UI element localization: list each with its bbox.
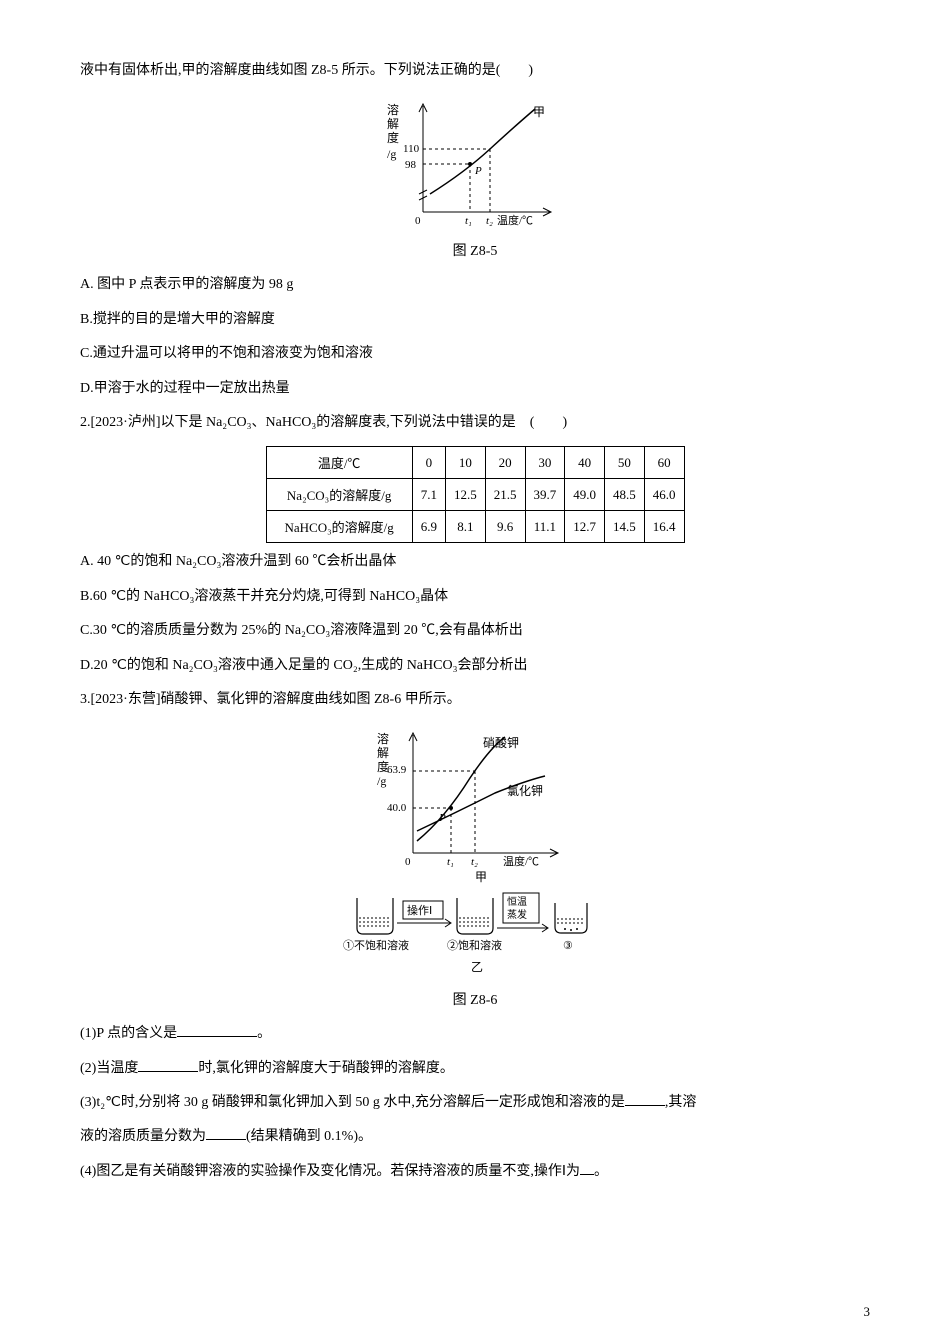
svg-text:0: 0 bbox=[405, 856, 411, 868]
svg-text:110: 110 bbox=[403, 143, 420, 155]
q2-stem: 2.[2023·泸州]以下是 Na₂CO₃、NaHCO₃的溶解度表,下列说法中错… bbox=[80, 412, 870, 434]
q3-1-prefix: (1)P 点的含义是 bbox=[80, 1026, 177, 1041]
svg-text:恒温: 恒温 bbox=[507, 895, 527, 908]
cell: 14.5 bbox=[605, 511, 645, 543]
solubility-chart-1: 溶 解 度 /g 110 98 0 t₁ t₂ 温度/℃ P 甲 bbox=[375, 94, 575, 234]
cell: 21.5 bbox=[485, 479, 525, 511]
svg-text:①不饱和溶液: ①不饱和溶液 bbox=[343, 938, 409, 952]
cell: 46.0 bbox=[644, 479, 684, 511]
q1-option-a: A. 图中 P 点表示甲的溶解度为 98 g bbox=[80, 274, 870, 296]
q1-option-c: C.通过升温可以将甲的不饱和溶液变为饱和溶液 bbox=[80, 343, 870, 365]
th-20: 20 bbox=[485, 447, 525, 479]
svg-text:t₁: t₁ bbox=[447, 856, 454, 868]
q3-2: (2)当温度 时,氯化钾的溶解度大于硝酸钾的溶解度。 bbox=[80, 1058, 870, 1080]
q3-3-mid: ,其溶 bbox=[665, 1095, 697, 1110]
table-header-row: 温度/℃ 0 10 20 30 40 50 60 bbox=[266, 447, 684, 479]
cell: 12.7 bbox=[565, 511, 605, 543]
th-30: 30 bbox=[525, 447, 565, 479]
q2-option-d: D.20 ℃的饱和 Na₂CO₃溶液中通入足量的 CO₂,生成的 NaHCO₃会… bbox=[80, 655, 870, 677]
q3-4-suffix: 。 bbox=[594, 1164, 608, 1179]
page-number: 3 bbox=[864, 1304, 871, 1320]
svg-text:/g: /g bbox=[387, 147, 396, 161]
blank-input[interactable] bbox=[625, 1092, 665, 1106]
svg-text:/g: /g bbox=[377, 774, 386, 788]
cell: 49.0 bbox=[565, 479, 605, 511]
blank-input[interactable] bbox=[206, 1126, 246, 1140]
svg-text:解: 解 bbox=[387, 117, 399, 131]
svg-text:氯化钾: 氯化钾 bbox=[507, 784, 543, 798]
svg-text:0: 0 bbox=[415, 215, 421, 227]
figure-1: 溶 解 度 /g 110 98 0 t₁ t₂ 温度/℃ P 甲 bbox=[80, 94, 870, 234]
blank-input[interactable] bbox=[177, 1023, 257, 1037]
q3-2-suffix: 时,氯化钾的溶解度大于硝酸钾的溶解度。 bbox=[198, 1061, 454, 1076]
cell: 48.5 bbox=[605, 479, 645, 511]
table-row: Na₂CO₃的溶解度/g 7.1 12.5 21.5 39.7 49.0 48.… bbox=[266, 479, 684, 511]
q3-4-prefix: (4)图乙是有关硝酸钾溶液的实验操作及变化情况。若保持溶液的质量不变,操作Ⅰ为 bbox=[80, 1164, 580, 1179]
row1-label: Na₂CO₃的溶解度/g bbox=[266, 479, 412, 511]
svg-text:98: 98 bbox=[405, 159, 417, 171]
svg-text:温度/℃: 温度/℃ bbox=[503, 854, 539, 868]
q3-3b-suffix: (结果精确到 0.1%)。 bbox=[246, 1129, 372, 1144]
svg-text:甲: 甲 bbox=[475, 870, 487, 884]
svg-text:t₂: t₂ bbox=[471, 856, 478, 868]
svg-text:②饱和溶液: ②饱和溶液 bbox=[447, 938, 502, 952]
cell: 9.6 bbox=[485, 511, 525, 543]
cell: 12.5 bbox=[446, 479, 486, 511]
svg-text:蒸发: 蒸发 bbox=[507, 908, 527, 921]
q3-stem: 3.[2023·东营]硝酸钾、氯化钾的溶解度曲线如图 Z8-6 甲所示。 bbox=[80, 689, 870, 711]
row2-label: NaHCO₃的溶解度/g bbox=[266, 511, 412, 543]
svg-text:温度/℃: 温度/℃ bbox=[497, 213, 533, 227]
cell: 7.1 bbox=[412, 479, 445, 511]
q3-4: (4)图乙是有关硝酸钾溶液的实验操作及变化情况。若保持溶液的质量不变,操作Ⅰ为。 bbox=[80, 1161, 870, 1183]
svg-text:t₂: t₂ bbox=[486, 215, 493, 227]
q3-3b: 液的溶质质量分数为 (结果精确到 0.1%)。 bbox=[80, 1126, 870, 1148]
q2-option-a: A. 40 ℃的饱和 Na₂CO₃溶液升温到 60 ℃会析出晶体 bbox=[80, 551, 870, 573]
cell: 39.7 bbox=[525, 479, 565, 511]
th-40: 40 bbox=[565, 447, 605, 479]
svg-text:63.9: 63.9 bbox=[387, 764, 407, 776]
figure-1-caption: 图 Z8-5 bbox=[80, 240, 870, 260]
intro-line: 液中有固体析出,甲的溶解度曲线如图 Z8-5 所示。下列说法正确的是( ) bbox=[80, 60, 870, 82]
svg-text:甲: 甲 bbox=[533, 105, 545, 119]
th-60: 60 bbox=[644, 447, 684, 479]
solubility-chart-2: 溶 解 度 /g 63.9 40.0 0 t₁ t₂ 温度/℃ P 硝酸钾 氯化… bbox=[335, 723, 615, 983]
svg-text:t₁: t₁ bbox=[465, 215, 472, 227]
q1-option-d: D.甲溶于水的过程中一定放出热量 bbox=[80, 378, 870, 400]
th-10: 10 bbox=[446, 447, 486, 479]
q1-option-b: B.搅拌的目的是增大甲的溶解度 bbox=[80, 309, 870, 331]
solubility-table: 温度/℃ 0 10 20 30 40 50 60 Na₂CO₃的溶解度/g 7.… bbox=[266, 446, 685, 543]
q3-1-suffix: 。 bbox=[257, 1026, 271, 1041]
svg-text:P: P bbox=[474, 165, 482, 177]
figure-2: 溶 解 度 /g 63.9 40.0 0 t₁ t₂ 温度/℃ P 硝酸钾 氯化… bbox=[80, 723, 870, 983]
th-0: 0 bbox=[412, 447, 445, 479]
q3-1: (1)P 点的含义是 。 bbox=[80, 1023, 870, 1045]
figure-2-caption: 图 Z8-6 bbox=[80, 989, 870, 1009]
th-50: 50 bbox=[605, 447, 645, 479]
svg-text:解: 解 bbox=[377, 746, 389, 760]
svg-text:硝酸钾: 硝酸钾 bbox=[483, 735, 519, 750]
q3-3-prefix: (3)t₂℃时,分别将 30 g 硝酸钾和氯化钾加入到 50 g 水中,充分溶解… bbox=[80, 1095, 625, 1110]
q2-option-b: B.60 ℃的 NaHCO₃溶液蒸干并充分灼烧,可得到 NaHCO₃晶体 bbox=[80, 586, 870, 608]
table-row: NaHCO₃的溶解度/g 6.9 8.1 9.6 11.1 12.7 14.5 … bbox=[266, 511, 684, 543]
cell: 16.4 bbox=[644, 511, 684, 543]
cell: 6.9 bbox=[412, 511, 445, 543]
cell: 8.1 bbox=[446, 511, 486, 543]
q3-3b-prefix: 液的溶质质量分数为 bbox=[80, 1129, 206, 1144]
blank-input[interactable] bbox=[580, 1161, 594, 1175]
svg-text:度: 度 bbox=[387, 130, 399, 145]
svg-text:乙: 乙 bbox=[471, 960, 483, 974]
th-temp: 温度/℃ bbox=[266, 447, 412, 479]
ylabel-cn: 溶 bbox=[387, 102, 399, 117]
cell: 11.1 bbox=[525, 511, 565, 543]
svg-text:P: P bbox=[438, 812, 446, 824]
svg-text:溶: 溶 bbox=[377, 731, 389, 746]
q3-3: (3)t₂℃时,分别将 30 g 硝酸钾和氯化钾加入到 50 g 水中,充分溶解… bbox=[80, 1092, 870, 1114]
q1-a-text: A. 图中 P 点表示甲的溶解度为 98 g bbox=[80, 277, 293, 292]
svg-text:③: ③ bbox=[563, 940, 573, 952]
q2-option-c: C.30 ℃的溶质质量分数为 25%的 Na₂CO₃溶液降温到 20 ℃,会有晶… bbox=[80, 620, 870, 642]
blank-input[interactable] bbox=[138, 1058, 198, 1072]
q3-2-prefix: (2)当温度 bbox=[80, 1061, 138, 1076]
svg-text:操作Ⅰ: 操作Ⅰ bbox=[407, 903, 432, 917]
svg-text:40.0: 40.0 bbox=[387, 802, 407, 814]
